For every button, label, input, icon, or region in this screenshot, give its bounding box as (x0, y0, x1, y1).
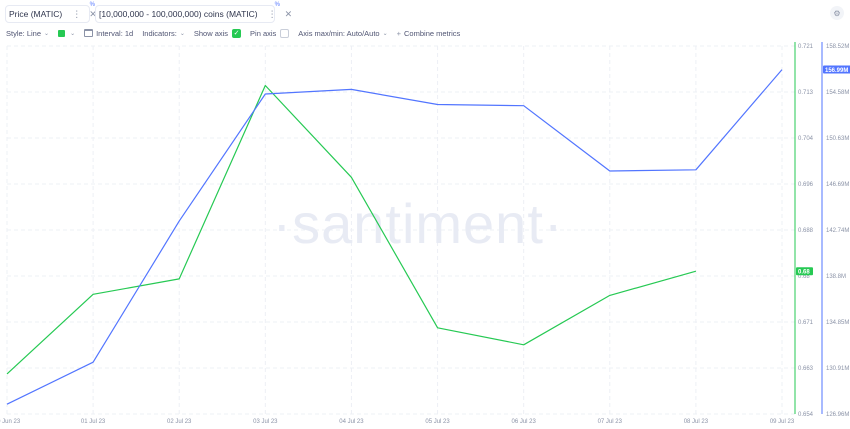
x-axis-tick-label: 02 Jul 23 (167, 419, 192, 425)
last-value-tag (823, 65, 850, 74)
calendar-icon (84, 29, 94, 37)
chevron-down-icon: ⌄ (70, 30, 76, 37)
indicators-dropdown[interactable]: Indicators: ⌄ (142, 29, 185, 38)
plus-icon: + (396, 28, 402, 38)
metric-tab-price[interactable]: Price (MATIC) ⋮ ✕ % (5, 2, 97, 23)
price-axis-tick-label: 0.68 (798, 274, 810, 280)
combine-metrics-label: Combine metrics (404, 28, 461, 38)
color-picker[interactable]: ⌄ (58, 29, 76, 37)
x-axis-tick-label: 03 Jul 23 (253, 419, 278, 425)
holders-axis-tick-label: 154.58M (826, 90, 849, 96)
chart-lines (6, 69, 783, 405)
x-axis-tick-label: 01 Jul 23 (81, 419, 106, 425)
settings-icon[interactable]: ⚙ (830, 6, 844, 20)
interval-label: Interval: 1d (96, 28, 134, 38)
x-axis-tick-label: 07 Jul 23 (598, 419, 623, 425)
price-axis-tick-label: 0.713 (798, 90, 814, 96)
holders-axis-tick-label: 150.63M (826, 136, 849, 142)
price-axis-tick-label: 0.704 (798, 136, 814, 142)
x-axis-tick-label: 09 Jul 23 (770, 419, 795, 425)
axis-maxmin-dropdown[interactable]: Axis max/min: Auto/Auto ⌄ (298, 29, 387, 38)
last-value-tag (796, 267, 813, 276)
holders-axis-tick-label: 138.8M (826, 274, 846, 280)
holders-axis-tick-label: 142.74M (826, 228, 849, 234)
pin-axis-label: Pin axis (250, 28, 277, 38)
close-icon[interactable]: ✕ (284, 8, 293, 19)
chart-grid (6, 45, 795, 415)
style-dropdown[interactable]: Style: Line ⌄ (6, 29, 49, 38)
price-axis-tick-label: 0.696 (798, 182, 814, 188)
santiment-watermark: ·santiment· (272, 192, 563, 255)
show-axis-label: Show axis (193, 28, 229, 38)
chart-axes (794, 42, 823, 414)
axis-maxmin-label: Axis max/min: Auto/Auto (298, 28, 380, 38)
chevron-down-icon: ⌄ (382, 30, 388, 37)
series-line-1 (6, 69, 783, 405)
chart-toolbar: Style: Line ⌄ ⌄ Interval: 1d Indicators:… (6, 27, 469, 39)
metric-tab-holders[interactable]: [10,000,000 - 100,000,000) coins (MATIC)… (95, 2, 292, 23)
metric-tab-label: [10,000,000 - 100,000,000) coins (MATIC) (99, 9, 258, 19)
interval-dropdown[interactable]: Interval: 1d (84, 29, 133, 38)
holders-axis-tick-label: 134.85M (826, 320, 849, 326)
x-axis-tick-label: 30 Jun 23 (0, 419, 21, 425)
holders-axis-tick-label: 130.91M (826, 366, 849, 372)
chevron-down-icon: ⌄ (44, 30, 50, 37)
last-value-label: 156.99M (825, 68, 848, 74)
chart-ticks: 0.721 0.713 0.704 0.696 0.688 0.68 0.671 0.663 0… (0, 44, 850, 425)
checkbox-checked-icon[interactable]: ✓ (232, 28, 242, 38)
show-axis-toggle[interactable]: Show axis ✓ (193, 28, 242, 38)
indicators-label: Indicators: (142, 28, 177, 38)
x-axis-tick-label: 05 Jul 23 (425, 419, 450, 425)
percent-badge-icon: % (274, 2, 280, 8)
close-icon[interactable]: ✕ (89, 8, 97, 19)
more-menu-icon[interactable]: ⋮ (72, 8, 82, 19)
price-axis-tick-label: 0.688 (798, 228, 814, 234)
price-axis-tick-label: 0.671 (798, 320, 814, 326)
price-axis-tick-label: 0.663 (798, 366, 814, 372)
x-axis-tick-label: 08 Jul 23 (684, 419, 709, 425)
style-label: Style: Line (6, 28, 42, 38)
price-axis-tick-label: 0.721 (798, 44, 814, 50)
metric-tab-label: Price (MATIC) (9, 9, 63, 19)
more-menu-icon[interactable]: ⋮ (267, 8, 277, 19)
x-axis-tick-label: 04 Jul 23 (339, 419, 364, 425)
series-line-0 (6, 84, 697, 375)
last-value-label: 0.68 (798, 269, 810, 275)
checkbox-unchecked-icon[interactable] (280, 28, 290, 38)
holders-axis-tick-label: 126.96M (826, 412, 849, 418)
pin-axis-toggle[interactable]: Pin axis (250, 28, 290, 38)
x-axis-tick-label: 06 Jul 23 (511, 419, 536, 425)
percent-badge-icon: % (89, 2, 95, 8)
holders-axis-tick-label: 158.52M (826, 44, 849, 50)
combine-metrics-button[interactable]: + Combine metrics (397, 29, 461, 38)
color-swatch (58, 29, 66, 37)
price-axis-tick-label: 0.654 (798, 412, 814, 418)
holders-axis-tick-label: 146.69M (826, 182, 849, 188)
chevron-down-icon: ⌄ (179, 30, 185, 37)
